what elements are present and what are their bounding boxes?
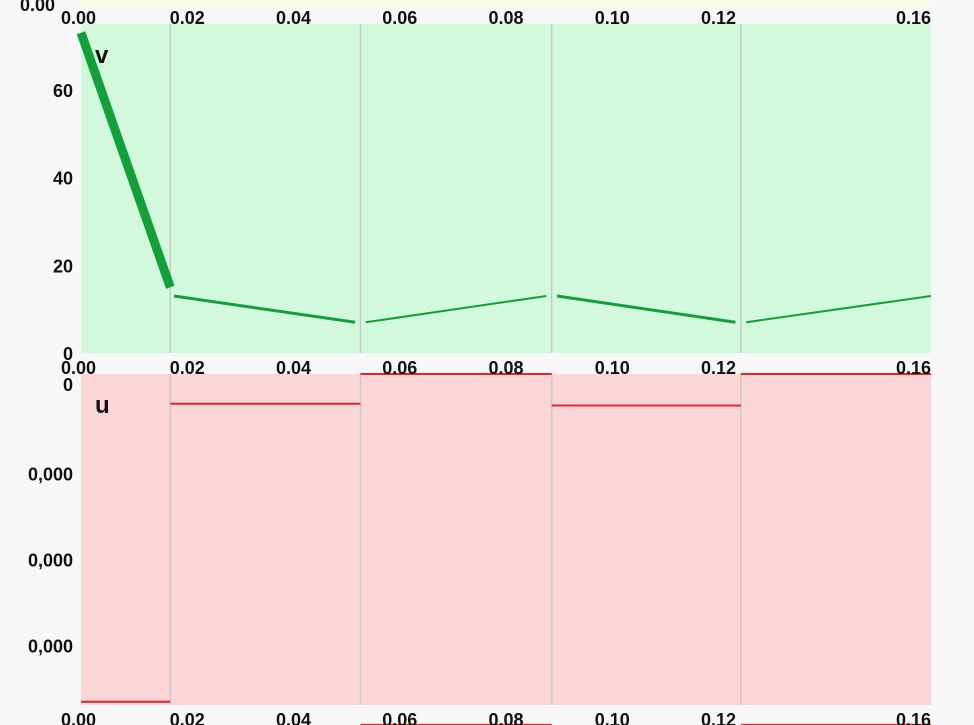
u-y-tick-label: 0,000 xyxy=(28,636,73,656)
previous-panel-strip xyxy=(81,0,931,6)
u-x-tick-label-top: 0.04 xyxy=(276,358,311,378)
v-x-tick-label: 0.10 xyxy=(595,8,630,28)
u-x-tick-label-bottom: 0.16 xyxy=(896,710,931,725)
v-series-segment xyxy=(76,31,175,289)
v-x-tick-label: 0.16 xyxy=(896,8,931,28)
v-y-tick-label: 0 xyxy=(63,344,73,364)
v-y-tick-label: 60 xyxy=(53,81,73,101)
v-x-tick-label: 0.00 xyxy=(61,8,96,28)
u-x-tick-label-top: 0.06 xyxy=(382,358,417,378)
u-x-tick-label-bottom: 0.12 xyxy=(701,710,736,725)
u-x-tick-label-top: 0.10 xyxy=(595,358,630,378)
u-x-tick-label-top: 0.16 xyxy=(896,358,931,378)
u-x-tick-label-top: 0.02 xyxy=(170,358,205,378)
u-x-tick-label-bottom: 0.08 xyxy=(488,710,523,725)
v-series-segment xyxy=(556,294,736,324)
u-x-tick-label-bottom: 0.06 xyxy=(382,710,417,725)
v-series-segment xyxy=(745,294,932,324)
v-y-tick-label: 40 xyxy=(53,169,73,189)
v-x-tick-label: 0.08 xyxy=(488,8,523,28)
v-x-tick-label: 0.04 xyxy=(276,8,311,28)
v-panel-background xyxy=(81,24,931,353)
u-x-tick-label-bottom: 0.02 xyxy=(170,710,205,725)
u-x-tick-label-bottom: 0.04 xyxy=(276,710,311,725)
v-x-tick-label: 0.12 xyxy=(701,8,736,28)
u-x-tick-label-top: 0.12 xyxy=(701,358,736,378)
u-y-tick-label: 0 xyxy=(63,375,73,395)
u-y-tick-label: 0,000 xyxy=(28,464,73,484)
u-panel-label: u xyxy=(95,392,110,419)
previous-panel-y-tick: 0.00 xyxy=(20,0,55,15)
v-x-tick-label: 0.02 xyxy=(170,8,205,28)
v-series-segment xyxy=(365,294,547,324)
v-panel-label: v xyxy=(95,42,109,69)
u-x-tick-label-bottom: 0.10 xyxy=(595,710,630,725)
v-series-segment xyxy=(173,294,356,324)
u-x-tick-label-top: 0.08 xyxy=(488,358,523,378)
u-x-tick-label-top: 0.00 xyxy=(61,358,96,378)
v-x-tick-label: 0.06 xyxy=(382,8,417,28)
v-y-tick-label: 20 xyxy=(53,256,73,276)
u-panel-background xyxy=(81,374,931,705)
u-y-tick-label: 0,000 xyxy=(28,550,73,570)
u-x-tick-label-bottom: 0.00 xyxy=(61,710,96,725)
